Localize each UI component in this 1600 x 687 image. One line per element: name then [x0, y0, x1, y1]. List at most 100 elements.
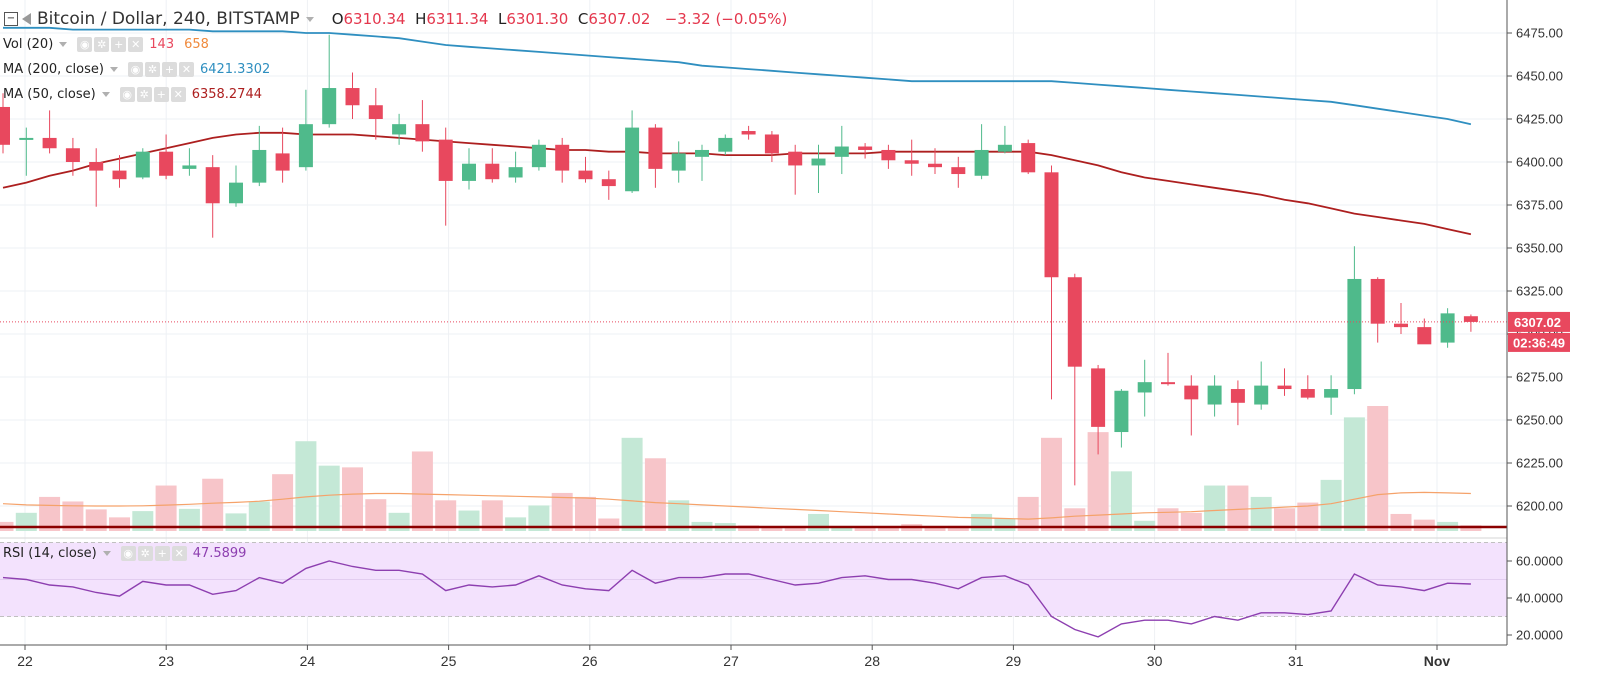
candle-body	[485, 163, 500, 180]
volume-bar	[62, 501, 84, 531]
candle-body	[578, 170, 593, 180]
candle-body	[764, 134, 779, 154]
candle-body	[0, 106, 10, 145]
chevron-down-icon[interactable]	[102, 550, 111, 556]
volume-bar	[365, 499, 387, 531]
y-tick-label: 6450.00	[1516, 69, 1563, 84]
volume-bar	[1390, 513, 1412, 531]
volume-bar	[155, 485, 177, 531]
gear-icon[interactable]: ✲	[136, 86, 152, 102]
candle-body	[625, 127, 640, 192]
volume-bar	[225, 513, 247, 531]
x-tick-label: 25	[441, 653, 457, 669]
ma200-label[interactable]: MA (200, close)	[3, 61, 104, 77]
candle	[1300, 375, 1315, 400]
plus-icon[interactable]: +	[153, 86, 169, 102]
volume-ma-line	[2, 491, 1471, 520]
close-icon[interactable]: ✕	[171, 545, 187, 561]
volume-bar	[202, 478, 224, 531]
candle-body	[19, 137, 34, 140]
candle	[322, 34, 337, 128]
plus-icon[interactable]: +	[154, 545, 170, 561]
candle-body	[601, 179, 616, 187]
gear-icon[interactable]: ✲	[94, 36, 110, 52]
candle-body	[811, 158, 826, 166]
candle	[1091, 364, 1106, 455]
ma200-legend: MA (200, close) ◉ ✲ + ✕ 6421.3302	[0, 60, 270, 78]
candle-body	[438, 139, 453, 181]
candle	[928, 148, 942, 175]
rsi-label[interactable]: RSI (14, close)	[3, 545, 97, 561]
volume-bar	[854, 527, 876, 531]
vol-label[interactable]: Vol (20)	[3, 36, 54, 52]
candle-body	[415, 124, 430, 142]
y-tick-label: 6350.00	[1516, 241, 1563, 256]
volume-bar	[831, 526, 853, 531]
x-tick-label: 30	[1147, 653, 1163, 669]
close-icon[interactable]: ✕	[128, 36, 144, 52]
candle	[788, 144, 803, 195]
candle	[1277, 368, 1292, 396]
gear-icon[interactable]: ✲	[144, 61, 160, 77]
symbol-title[interactable]: Bitcoin / Dollar, 240, BITSTAMP	[37, 9, 300, 29]
volume-bar	[971, 513, 993, 531]
x-tick-label: 24	[300, 653, 316, 669]
close-icon[interactable]: ✕	[178, 61, 194, 77]
volume-bar	[1343, 417, 1365, 531]
x-tick-label: 28	[864, 653, 880, 669]
candle	[951, 156, 966, 188]
volume-bar	[15, 512, 37, 531]
gear-icon[interactable]: ✲	[137, 545, 153, 561]
volume-bar	[947, 525, 969, 531]
y-tick-label: 6375.00	[1516, 198, 1563, 213]
candle	[1137, 359, 1152, 417]
candle	[1207, 375, 1222, 417]
candle-body	[229, 182, 243, 204]
rsi-tick-label: 60.0000	[1516, 554, 1563, 569]
close-icon[interactable]: ✕	[170, 86, 186, 102]
candle-body	[788, 151, 803, 166]
volume-bar	[1017, 496, 1039, 531]
candle	[1230, 380, 1245, 426]
volume-bar	[668, 500, 690, 531]
eye-icon[interactable]: ◉	[119, 86, 135, 102]
eye-icon[interactable]: ◉	[120, 545, 136, 561]
y-tick-label: 6475.00	[1516, 26, 1563, 41]
collapse-icon[interactable]: −	[4, 12, 18, 26]
candle	[112, 155, 127, 188]
chevron-down-icon[interactable]	[109, 66, 118, 72]
eye-icon[interactable]: ◉	[127, 61, 143, 77]
flag-icon[interactable]	[22, 13, 31, 25]
volume-bar	[924, 526, 946, 531]
ma200-value: 6421.3302	[199, 61, 271, 77]
ma50-label[interactable]: MA (50, close)	[3, 86, 96, 102]
candle-body	[1161, 382, 1175, 385]
candle-body	[531, 144, 546, 168]
volume-bar	[1320, 479, 1342, 531]
candle-body	[135, 151, 150, 178]
chevron-down-icon[interactable]	[101, 91, 110, 97]
candle-body	[508, 167, 523, 178]
chevron-down-icon[interactable]	[305, 16, 314, 22]
plus-icon[interactable]: +	[111, 36, 127, 52]
candle	[392, 113, 407, 145]
candle-body	[1044, 172, 1059, 278]
candle	[601, 170, 616, 200]
candle-body	[1463, 316, 1478, 322]
volume-bar	[1064, 508, 1086, 531]
candle-body	[881, 149, 896, 161]
chevron-down-icon[interactable]	[59, 41, 68, 47]
candle-body	[1324, 389, 1339, 398]
candle	[1044, 165, 1059, 400]
candle	[345, 72, 360, 119]
candle-body	[858, 146, 873, 150]
plus-icon[interactable]: +	[161, 61, 177, 77]
volume-bar	[808, 513, 829, 531]
eye-icon[interactable]: ◉	[77, 36, 93, 52]
x-tick-label: Nov	[1424, 653, 1451, 669]
last-price-badge	[1508, 311, 1570, 332]
candle-body	[1300, 389, 1315, 398]
candle-body	[1207, 385, 1222, 405]
candle	[811, 144, 826, 193]
